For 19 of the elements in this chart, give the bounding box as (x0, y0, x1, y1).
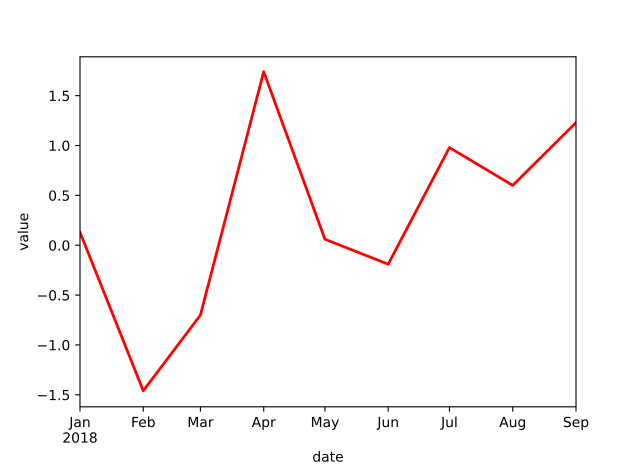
x-tick-label: Aug (499, 416, 526, 430)
x-axis-title: date (313, 451, 343, 462)
line-series (80, 70, 576, 392)
x-tick-label: May (312, 416, 339, 430)
y-tick-label: −1.0 (38, 340, 70, 350)
y-axis-title: value (18, 214, 28, 250)
x-tick-label: Jul (440, 416, 457, 430)
x-tick-label: Jun (376, 416, 398, 430)
x-tick-label: Feb (132, 416, 155, 428)
y-tick-label: 1.5 (50, 90, 70, 102)
x-tick-label: Jan 2018 (63, 416, 97, 443)
y-tick-label: −0.5 (38, 290, 70, 301)
x-tick-label: Sep (564, 416, 588, 430)
y-tick-label: 0.5 (49, 190, 70, 201)
y-tick-label: 0.0 (49, 240, 70, 251)
x-tick-label: Mar (188, 416, 214, 428)
x-tick-label: Apr (252, 416, 276, 430)
y-tick-label: 1.0 (50, 140, 70, 151)
y-tick-label: −1.5 (38, 390, 70, 400)
